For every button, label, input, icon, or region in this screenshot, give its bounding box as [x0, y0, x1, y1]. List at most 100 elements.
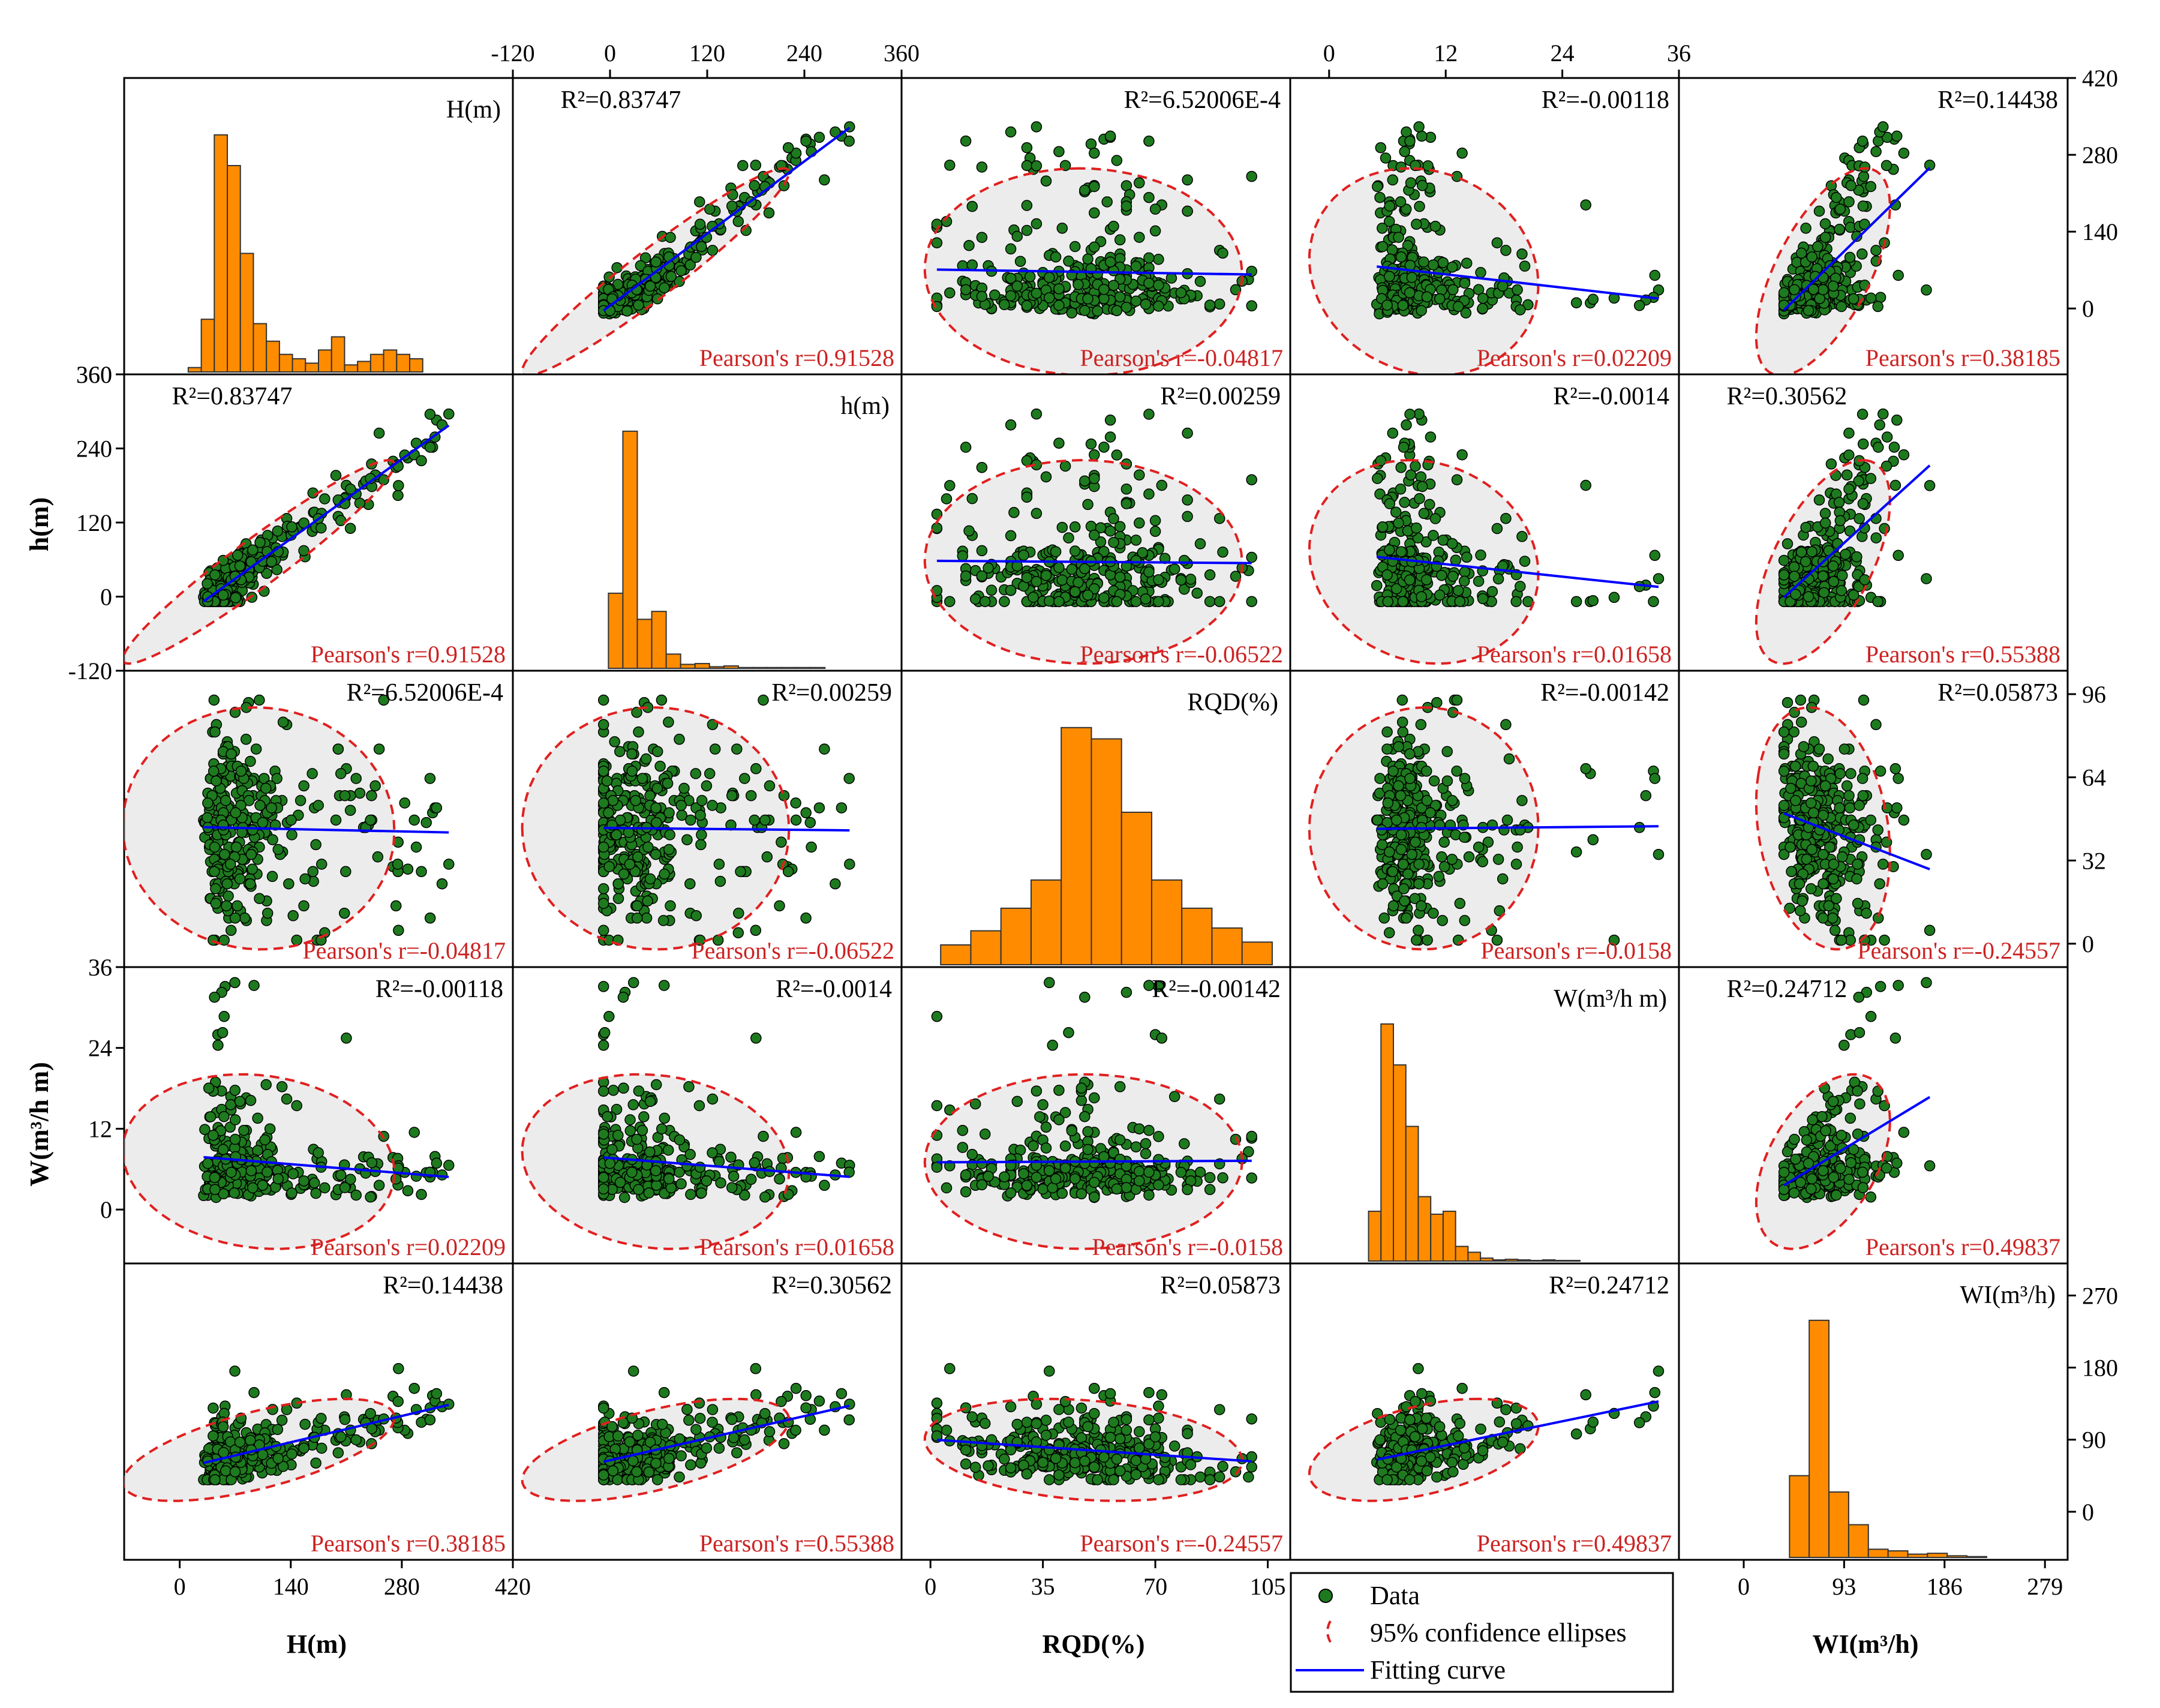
- data-point: [1857, 438, 1869, 450]
- data-point: [1395, 461, 1407, 473]
- data-point: [1397, 596, 1409, 607]
- data-point: [1840, 548, 1851, 560]
- data-point: [1005, 419, 1017, 431]
- data-point: [1092, 305, 1103, 317]
- data-point: [254, 800, 266, 811]
- data-point: [1399, 895, 1410, 907]
- data-point: [624, 1125, 636, 1137]
- data-point: [369, 780, 381, 792]
- fitting-curve: [1783, 812, 1930, 870]
- data-point: [1005, 290, 1017, 302]
- data-point: [631, 912, 643, 924]
- data-point: [1069, 521, 1081, 533]
- data-point: [1640, 790, 1652, 802]
- data-point: [1858, 694, 1870, 706]
- data-point: [597, 897, 609, 909]
- data-point: [1143, 252, 1155, 264]
- data-point: [1140, 1138, 1152, 1149]
- data-point: [685, 1188, 696, 1200]
- data-point: [1194, 275, 1206, 287]
- data-point: [790, 148, 802, 159]
- data-point: [1492, 854, 1504, 865]
- data-point: [707, 800, 718, 811]
- data-point: [1874, 292, 1886, 303]
- data-point: [1395, 196, 1407, 208]
- data-point: [1649, 269, 1661, 281]
- data-point: [976, 290, 988, 302]
- data-point: [272, 525, 284, 537]
- data-point: [221, 878, 233, 890]
- histogram-bar: [344, 364, 359, 373]
- data-point: [800, 912, 812, 924]
- data-point: [1853, 513, 1865, 524]
- confidence-ellipse: [124, 1073, 396, 1250]
- data-point: [1831, 191, 1842, 203]
- pearson-label: Pearson's r=0.01658: [699, 1233, 894, 1260]
- data-point: [217, 1026, 229, 1038]
- data-point: [732, 215, 744, 227]
- data-point: [344, 523, 356, 534]
- histogram-bar: [708, 666, 725, 670]
- data-point: [1149, 203, 1161, 215]
- data-point: [614, 746, 626, 757]
- data-point: [1851, 230, 1862, 242]
- data-point: [1143, 980, 1155, 991]
- confidence-ellipse: [521, 706, 791, 951]
- data-point: [1414, 493, 1425, 505]
- histogram-bar: [369, 353, 384, 373]
- data-point: [1401, 126, 1412, 138]
- data-point: [1246, 1130, 1257, 1142]
- data-point: [1805, 797, 1817, 809]
- data-point: [365, 814, 376, 826]
- data-point: [1217, 247, 1228, 259]
- data-point: [782, 866, 794, 878]
- fitting-curve: [203, 826, 449, 834]
- data-point: [1782, 697, 1794, 709]
- data-point: [209, 866, 220, 878]
- data-point: [1053, 596, 1065, 607]
- data-point: [1387, 174, 1399, 186]
- data-point: [1230, 284, 1242, 296]
- diagonal-label: h(m): [840, 392, 890, 420]
- data-point: [254, 893, 265, 904]
- data-point: [693, 1100, 705, 1112]
- data-point: [1059, 1140, 1071, 1152]
- data-point: [1134, 517, 1145, 529]
- histogram-bar: [622, 430, 638, 669]
- data-point: [1402, 239, 1414, 251]
- data-point: [1806, 844, 1817, 855]
- data-point: [1794, 878, 1805, 890]
- data-point: [1108, 280, 1119, 291]
- data-point: [1852, 858, 1863, 870]
- data-point: [1375, 142, 1387, 154]
- pearson-label: Pearson's r=0.55388: [1865, 641, 2060, 668]
- data-point: [656, 1123, 668, 1134]
- data-point: [443, 858, 455, 870]
- data-point: [704, 768, 716, 779]
- data-point: [1460, 307, 1472, 319]
- data-point: [1881, 431, 1893, 443]
- data-point: [1827, 280, 1839, 292]
- data-point: [1104, 525, 1116, 537]
- data-point: [1130, 1141, 1142, 1152]
- data-point: [1098, 546, 1110, 557]
- data-point: [267, 834, 278, 845]
- data-point: [659, 282, 670, 294]
- data-point: [286, 829, 298, 841]
- data-point: [1828, 858, 1840, 870]
- data-point: [644, 1095, 656, 1107]
- data-point: [696, 241, 707, 253]
- cell-frame: [123, 77, 514, 376]
- data-point: [1924, 924, 1936, 936]
- histogram-bar: [253, 323, 268, 373]
- histogram-bar: [331, 336, 346, 373]
- data-point: [1246, 1172, 1257, 1184]
- data-point: [373, 743, 385, 755]
- data-point: [1833, 497, 1845, 508]
- data-point: [1437, 257, 1449, 268]
- data-point: [630, 795, 641, 806]
- data-point: [307, 866, 319, 878]
- pearson-label: Pearson's r=-0.06522: [1080, 641, 1283, 668]
- data-point: [238, 1124, 250, 1136]
